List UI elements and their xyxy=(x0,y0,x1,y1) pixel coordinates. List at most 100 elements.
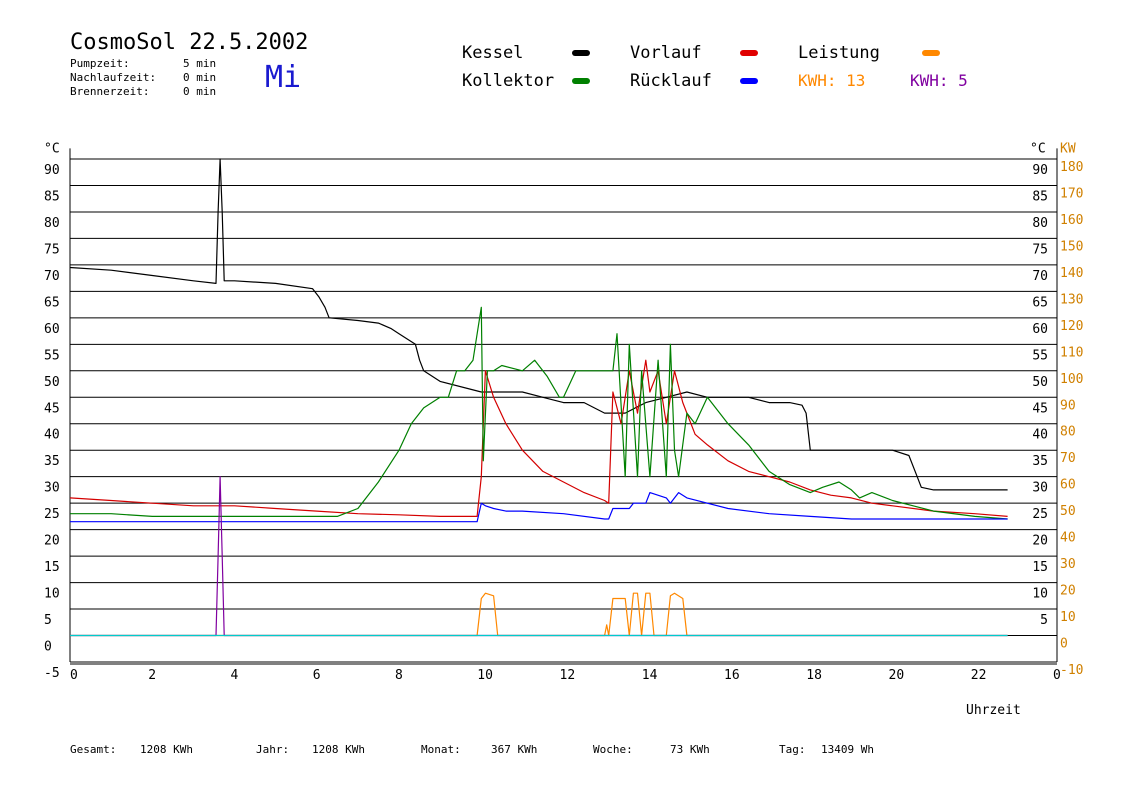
y-tick-left: 85 xyxy=(44,189,60,204)
y-tick-right: 40 xyxy=(1032,428,1048,443)
x-axis-label: Uhrzeit xyxy=(966,703,1021,718)
weekday-label: Mi xyxy=(265,60,302,95)
x-tick-label: 8 xyxy=(395,668,403,683)
param-value: 5 min xyxy=(183,57,217,70)
param-label: Nachlaufzeit: xyxy=(70,71,157,84)
x-tick-label: 0 xyxy=(1053,668,1061,683)
y-tick-kw: 110 xyxy=(1060,345,1083,360)
y-tick-left: 5 xyxy=(44,613,52,628)
y-tick-left: 70 xyxy=(44,269,60,284)
y-tick-left: 50 xyxy=(44,375,60,390)
series-line-vorlauf xyxy=(69,359,1008,518)
y-tick-kw: 120 xyxy=(1060,319,1083,334)
x-tick-label: 14 xyxy=(642,668,658,683)
chart-title: CosmoSol 22.5.2002 xyxy=(70,30,309,55)
y-axis-unit-right: °C xyxy=(1030,141,1046,156)
x-tick-label: 0 xyxy=(70,668,78,683)
footer-gesamt-label: Gesamt: xyxy=(70,743,117,756)
footer-woche-label: Woche: xyxy=(593,743,633,756)
x-tick-label: 6 xyxy=(313,668,321,683)
y-tick-right: 55 xyxy=(1032,348,1048,363)
footer-tag-value: 13409 Wh xyxy=(821,743,874,756)
y-axis-unit-kw: KW xyxy=(1060,141,1076,156)
x-tick-label: 16 xyxy=(724,668,740,683)
legend-swatch-kollektor xyxy=(572,78,590,84)
kwh-label: KWH: xyxy=(910,71,949,90)
y-tick-right: 90 xyxy=(1032,163,1048,178)
series-line-kessel xyxy=(69,158,1008,491)
x-tick-label: 10 xyxy=(477,668,493,683)
y-tick-left: 75 xyxy=(44,242,60,257)
x-tick-label: 12 xyxy=(560,668,576,683)
y-tick-left: 35 xyxy=(44,454,60,469)
kwh-label: KWH: xyxy=(798,71,837,90)
y-tick-right: 75 xyxy=(1032,242,1048,257)
y-tick-right: 5 xyxy=(1040,613,1048,628)
y-tick-left: 25 xyxy=(44,507,60,522)
y-tick-left: 15 xyxy=(44,560,60,575)
y-tick-left: 20 xyxy=(44,534,60,549)
legend-label-kessel: Kessel xyxy=(462,43,524,63)
y-tick-right: 35 xyxy=(1032,454,1048,469)
y-tick-right: 80 xyxy=(1032,216,1048,231)
y-tick-left: 0 xyxy=(44,640,52,655)
y-tick-right: 65 xyxy=(1032,295,1048,310)
y-tick-kw: 140 xyxy=(1060,266,1083,281)
footer-monat-value: 367 KWh xyxy=(491,743,538,756)
y-tick-right: 30 xyxy=(1032,481,1048,496)
footer-woche-value: 73 KWh xyxy=(670,743,710,756)
legend-swatch-ruecklauf xyxy=(740,78,758,84)
y-tick-left: 10 xyxy=(44,587,60,602)
y-axis-unit-left: °C xyxy=(44,141,60,156)
y-tick-left: 45 xyxy=(44,401,60,416)
y-tick-right: 50 xyxy=(1032,375,1048,390)
y-tick-kw: 100 xyxy=(1060,372,1083,387)
y-tick-left: 80 xyxy=(44,216,60,231)
y-tick-right: 10 xyxy=(1032,587,1048,602)
param-label: Brennerzeit: xyxy=(70,85,150,98)
y-tick-kw: -10 xyxy=(1060,663,1083,678)
y-tick-kw: 150 xyxy=(1060,239,1083,254)
legend-label-vorlauf: Vorlauf xyxy=(630,43,702,63)
y-tick-kw: 160 xyxy=(1060,213,1083,228)
footer-tag-label: Tag: xyxy=(779,743,806,756)
y-tick-kw: 40 xyxy=(1060,531,1076,546)
legend-swatch-kessel xyxy=(572,50,590,56)
y-tick-kw: 50 xyxy=(1060,504,1076,519)
footer-monat-label: Monat: xyxy=(421,743,461,756)
kwh-value: 13 xyxy=(846,71,866,90)
y-tick-kw: 30 xyxy=(1060,557,1076,572)
y-tick-left: 40 xyxy=(44,428,60,443)
legend-label-ruecklauf: Rücklauf xyxy=(630,71,712,91)
series-line-leistung xyxy=(70,592,1008,637)
y-tick-left: -5 xyxy=(44,666,60,681)
x-tick-label: 20 xyxy=(889,668,905,683)
kwh-value: 5 xyxy=(958,71,968,90)
y-tick-left: 55 xyxy=(44,348,60,363)
y-tick-right: 20 xyxy=(1032,534,1048,549)
y-tick-kw: 130 xyxy=(1060,292,1083,307)
y-tick-right: 85 xyxy=(1032,189,1048,204)
y-tick-kw: 20 xyxy=(1060,584,1076,599)
x-tick-label: 2 xyxy=(148,668,156,683)
x-tick-label: 22 xyxy=(971,668,987,683)
x-tick-label: 18 xyxy=(806,668,822,683)
footer-jahr-label: Jahr: xyxy=(256,743,290,756)
y-tick-kw: 80 xyxy=(1060,425,1076,440)
param-value: 0 min xyxy=(183,71,217,84)
kwh-purple: KWH: 5 xyxy=(910,71,968,90)
x-tick-label: 4 xyxy=(231,668,239,683)
y-tick-left: 90 xyxy=(44,163,60,178)
param-value: 0 min xyxy=(183,85,217,98)
legend-label-leistung: Leistung xyxy=(798,43,880,63)
series-line-kollektor xyxy=(70,306,1008,520)
param-label: Pumpzeit: xyxy=(70,57,130,70)
y-tick-kw: 180 xyxy=(1060,160,1083,175)
y-tick-right: 60 xyxy=(1032,322,1048,337)
y-tick-kw: 90 xyxy=(1060,398,1076,413)
y-tick-left: 30 xyxy=(44,481,60,496)
footer-gesamt-value: 1208 KWh xyxy=(140,743,193,756)
y-tick-right: 15 xyxy=(1032,560,1048,575)
legend-swatch-vorlauf xyxy=(740,50,758,56)
y-tick-left: 65 xyxy=(44,295,60,310)
